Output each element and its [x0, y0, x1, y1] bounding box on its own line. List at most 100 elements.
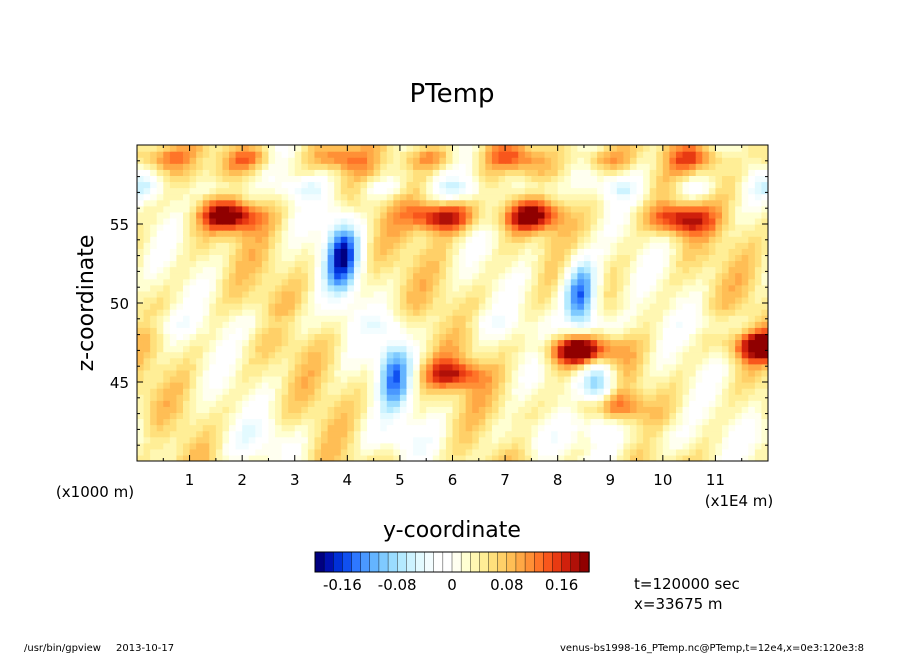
heatmap-cell: [695, 418, 703, 426]
heatmap-cell: [340, 236, 348, 243]
heatmap-cell: [616, 303, 624, 310]
heatmap-cell: [445, 278, 454, 286]
heatmap-cell: [741, 357, 749, 365]
heatmap-cell: [209, 278, 217, 286]
heatmap-cell: [215, 205, 224, 213]
heatmap-cell: [176, 357, 184, 365]
heatmap-cell: [498, 333, 506, 341]
heatmap-cell: [603, 333, 611, 341]
heatmap-cell: [643, 345, 651, 353]
heatmap-cell: [518, 230, 526, 237]
heatmap-cell: [261, 369, 270, 377]
heatmap-cell: [741, 418, 749, 426]
heatmap-cell: [288, 412, 296, 420]
heatmap-cell: [748, 333, 756, 341]
heatmap-cell: [636, 296, 644, 304]
heatmap-cell: [577, 363, 585, 371]
heatmap-cell: [307, 309, 316, 316]
heatmap-cell: [202, 217, 210, 225]
heatmap-cell: [610, 448, 618, 456]
heatmap-cell: [564, 424, 572, 432]
heatmap-cell: [353, 351, 362, 359]
heatmap-cell: [629, 230, 638, 237]
heatmap-cell: [544, 315, 552, 322]
heatmap-cell: [748, 394, 756, 401]
heatmap-cell: [183, 315, 191, 322]
heatmap-cell: [577, 382, 585, 389]
heatmap-cell: [150, 351, 158, 359]
heatmap-cell: [649, 412, 657, 420]
heatmap-cell: [419, 254, 427, 262]
heatmap-cell: [754, 272, 763, 280]
heatmap-cell: [564, 284, 572, 292]
heatmap-cell: [215, 369, 224, 377]
heatmap-cell: [327, 436, 335, 444]
heatmap-cell: [551, 418, 559, 426]
heatmap-cell: [662, 193, 670, 201]
heatmap-cell: [570, 363, 578, 371]
heatmap-cell: [570, 448, 578, 456]
heatmap-cell: [682, 333, 690, 341]
heatmap-cell: [386, 327, 394, 334]
heatmap-cell: [557, 230, 565, 237]
heatmap-cell: [353, 333, 362, 341]
heatmap-cell: [445, 315, 454, 322]
heatmap-cell: [616, 375, 624, 383]
heatmap-cell: [597, 163, 605, 170]
heatmap-cell: [360, 236, 368, 243]
heatmap-cell: [623, 278, 631, 286]
heatmap-cell: [196, 169, 204, 176]
heatmap-cell: [695, 363, 703, 371]
heatmap-cell: [735, 394, 743, 401]
heatmap-cell: [169, 406, 178, 413]
heatmap-cell: [327, 163, 335, 170]
heatmap-cell: [215, 145, 224, 152]
heatmap-cell: [754, 181, 763, 189]
heatmap-cell: [465, 454, 473, 461]
heatmap-cell: [735, 382, 743, 389]
heatmap-cell: [583, 430, 592, 438]
heatmap-cell: [176, 345, 184, 353]
heatmap-cell: [281, 151, 289, 158]
heatmap-cell: [544, 412, 552, 420]
heatmap-cell: [281, 382, 289, 389]
heatmap-cell: [406, 309, 414, 316]
heatmap-cell: [669, 454, 677, 461]
heatmap-cell: [702, 260, 710, 268]
heatmap-cell: [209, 363, 217, 371]
heatmap-cell: [682, 442, 690, 450]
heatmap-cell: [380, 217, 388, 225]
heatmap-cell: [268, 266, 276, 274]
heatmap-cell: [347, 145, 355, 152]
heatmap-cell: [242, 394, 250, 401]
heatmap-cell: [643, 400, 651, 407]
heatmap-cell: [426, 321, 434, 328]
heatmap-cell: [557, 248, 565, 255]
heatmap-cell: [544, 211, 552, 219]
heatmap-cell: [301, 400, 309, 407]
heatmap-cell: [268, 290, 276, 298]
heatmap-cell: [741, 327, 749, 334]
heatmap-cell: [399, 224, 408, 231]
heatmap-cell: [183, 406, 191, 413]
heatmap-cell: [682, 412, 690, 420]
heatmap-cell: [452, 454, 460, 461]
heatmap-cell: [590, 284, 598, 292]
heatmap-cell: [761, 266, 768, 274]
heatmap-cell: [682, 266, 690, 274]
heatmap-cell: [169, 290, 178, 298]
heatmap-cell: [478, 406, 486, 413]
heatmap-cell: [432, 430, 440, 438]
heatmap-cell: [229, 357, 237, 365]
heatmap-cell: [163, 290, 171, 298]
heatmap-cell: [603, 424, 611, 432]
heatmap-cell: [261, 151, 270, 158]
heatmap-cell: [432, 448, 440, 456]
heatmap-cell: [570, 369, 578, 377]
heatmap-cell: [367, 345, 375, 353]
heatmap-cell: [531, 442, 539, 450]
heatmap-cell: [452, 205, 460, 213]
heatmap-cell: [537, 406, 546, 413]
heatmap-cell: [439, 151, 447, 158]
heatmap-cell: [143, 448, 151, 456]
